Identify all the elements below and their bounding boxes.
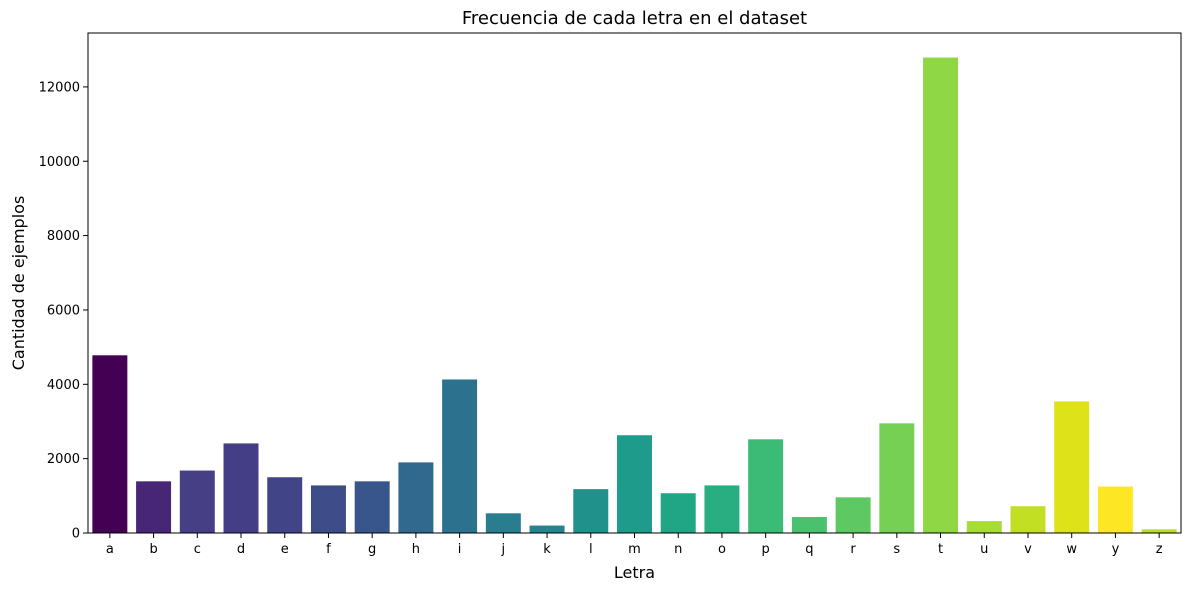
bar-i [442,379,478,533]
bar-y [1097,486,1133,533]
x-tick-label: l [589,542,593,557]
bar-l [573,489,609,533]
x-tick-label: o [718,542,726,557]
bar-s [879,423,915,533]
bar-n [660,493,696,533]
x-tick-label: u [980,542,988,557]
x-tick-label: p [762,542,770,557]
x-tick-label: r [850,542,856,557]
bar-f [310,485,346,533]
chart-title: Frecuencia de cada letra en el dataset [462,8,807,29]
x-tick-label: w [1066,542,1077,557]
x-tick-label: m [628,542,641,557]
bar-d [223,443,259,533]
bar-o [704,485,740,533]
x-tick-label: c [194,542,201,557]
bar-g [354,481,390,533]
x-tick-label: t [938,542,943,557]
bars-group [92,57,1177,534]
bar-q [791,517,827,533]
bar-u [966,521,1002,533]
x-tick-label: g [368,542,376,557]
y-tick-label: 0 [72,527,80,542]
bar-h [398,462,434,533]
bar-z [1141,529,1177,533]
x-tick-label: n [674,542,682,557]
x-tick-label: d [237,542,245,557]
bar-b [136,481,172,533]
x-tick-label: a [106,542,114,557]
x-tick-label: f [326,542,331,557]
bar-p [748,439,784,533]
x-tick-label: j [501,542,506,557]
bar-c [179,470,215,533]
y-tick-label: 8000 [47,229,80,244]
y-tick-label: 6000 [47,303,80,318]
x-tick-label: k [543,542,551,557]
bar-j [485,513,521,533]
y-tick-label: 10000 [39,155,80,170]
x-tick-label: h [412,542,420,557]
x-axis-title: Letra [614,563,655,582]
x-tick-label: e [281,542,289,557]
bar-a [92,355,128,533]
plot-frame [87,32,1182,534]
y-axis-title: Cantidad de ejemplos [9,196,28,371]
y-tick-label: 2000 [47,452,80,467]
y-axis: 0 2000 4000 6000 8000 10000 12000 [39,80,88,542]
y-tick-label: 4000 [47,378,80,393]
y-tick-label: 12000 [39,80,80,95]
x-tick-label: z [1156,542,1163,557]
x-tick-label: b [149,542,157,557]
bar-t [923,57,959,534]
x-tick-label: i [458,542,462,557]
bar-r [835,497,871,533]
x-tick-label: y [1112,542,1120,557]
bar-v [1010,506,1046,533]
x-tick-label: s [893,542,900,557]
bar-e [267,477,303,533]
bar-m [617,435,652,533]
x-tick-label: v [1024,542,1032,557]
bar-w [1054,401,1090,533]
x-tick-label: q [805,542,813,557]
bar-k [529,525,565,533]
